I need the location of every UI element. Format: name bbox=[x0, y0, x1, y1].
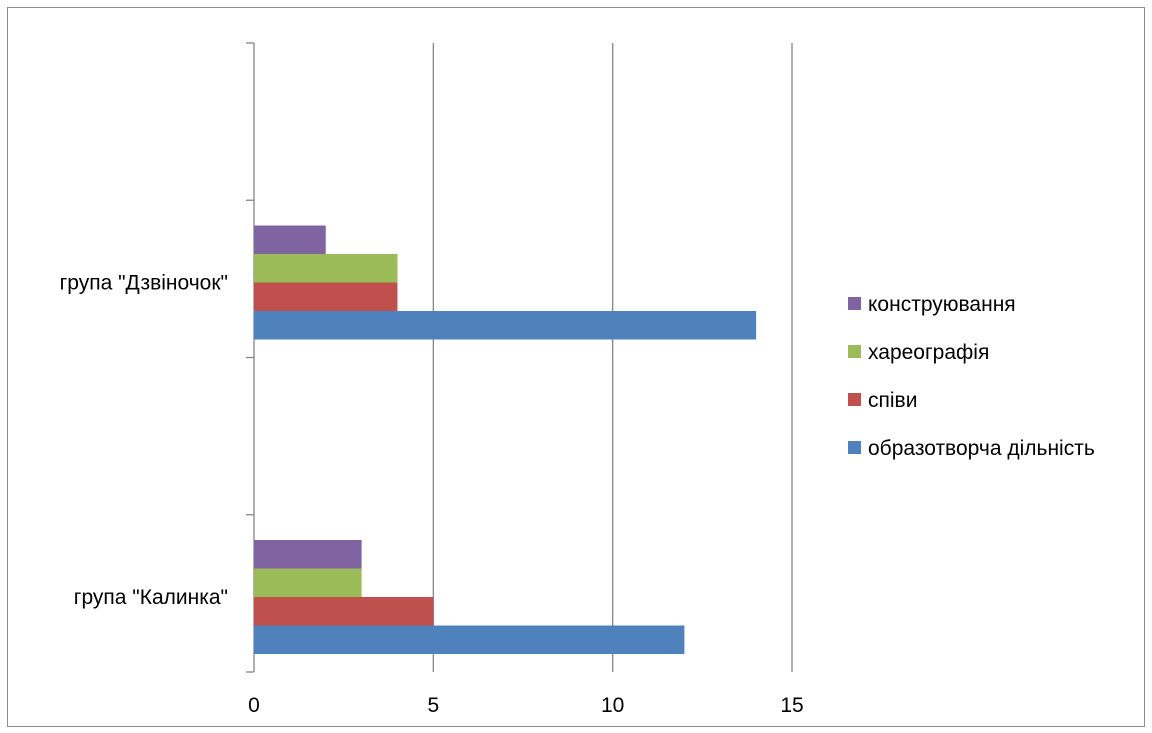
x-tick-label: 5 bbox=[427, 694, 439, 717]
bar bbox=[254, 625, 685, 654]
legend-swatch bbox=[848, 297, 861, 310]
bar bbox=[254, 311, 757, 340]
legend: конструювання хареографія співи образотворч… bbox=[848, 293, 1095, 460]
bar bbox=[254, 254, 398, 283]
legend-label: конструювання bbox=[868, 293, 1016, 316]
bar bbox=[254, 568, 362, 597]
bar bbox=[254, 597, 434, 626]
value-axis-ticks: 0 5 10 15 bbox=[248, 694, 804, 717]
legend-label: хареографія bbox=[868, 341, 989, 364]
legend-label: образотворча дільність bbox=[868, 437, 1095, 460]
gridlines bbox=[432, 43, 793, 672]
x-tick-label: 10 bbox=[601, 694, 624, 717]
x-tick-label: 15 bbox=[780, 694, 803, 717]
bars bbox=[254, 225, 757, 654]
legend-swatch bbox=[848, 441, 861, 454]
bar bbox=[254, 225, 326, 254]
legend-swatch bbox=[848, 345, 861, 358]
category-label: група "Дзвіночок" bbox=[60, 272, 228, 295]
chart-frame bbox=[7, 7, 1145, 727]
legend-label: співи bbox=[868, 389, 917, 412]
category-label: група "Калинка" bbox=[74, 586, 228, 609]
category-labels: група "Калинка" група "Дзвіночок" bbox=[60, 272, 228, 610]
bar bbox=[254, 282, 398, 311]
category-axis bbox=[246, 42, 255, 673]
legend-swatch bbox=[848, 393, 861, 406]
x-tick-label: 0 bbox=[248, 694, 260, 717]
bar bbox=[254, 540, 362, 569]
